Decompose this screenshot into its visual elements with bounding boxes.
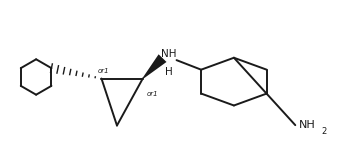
- Polygon shape: [142, 54, 166, 79]
- Text: NH: NH: [161, 49, 176, 59]
- Text: or1: or1: [98, 68, 110, 74]
- Text: 2: 2: [321, 127, 326, 136]
- Text: or1: or1: [146, 91, 158, 97]
- Text: H: H: [165, 67, 172, 77]
- Text: NH: NH: [299, 120, 316, 130]
